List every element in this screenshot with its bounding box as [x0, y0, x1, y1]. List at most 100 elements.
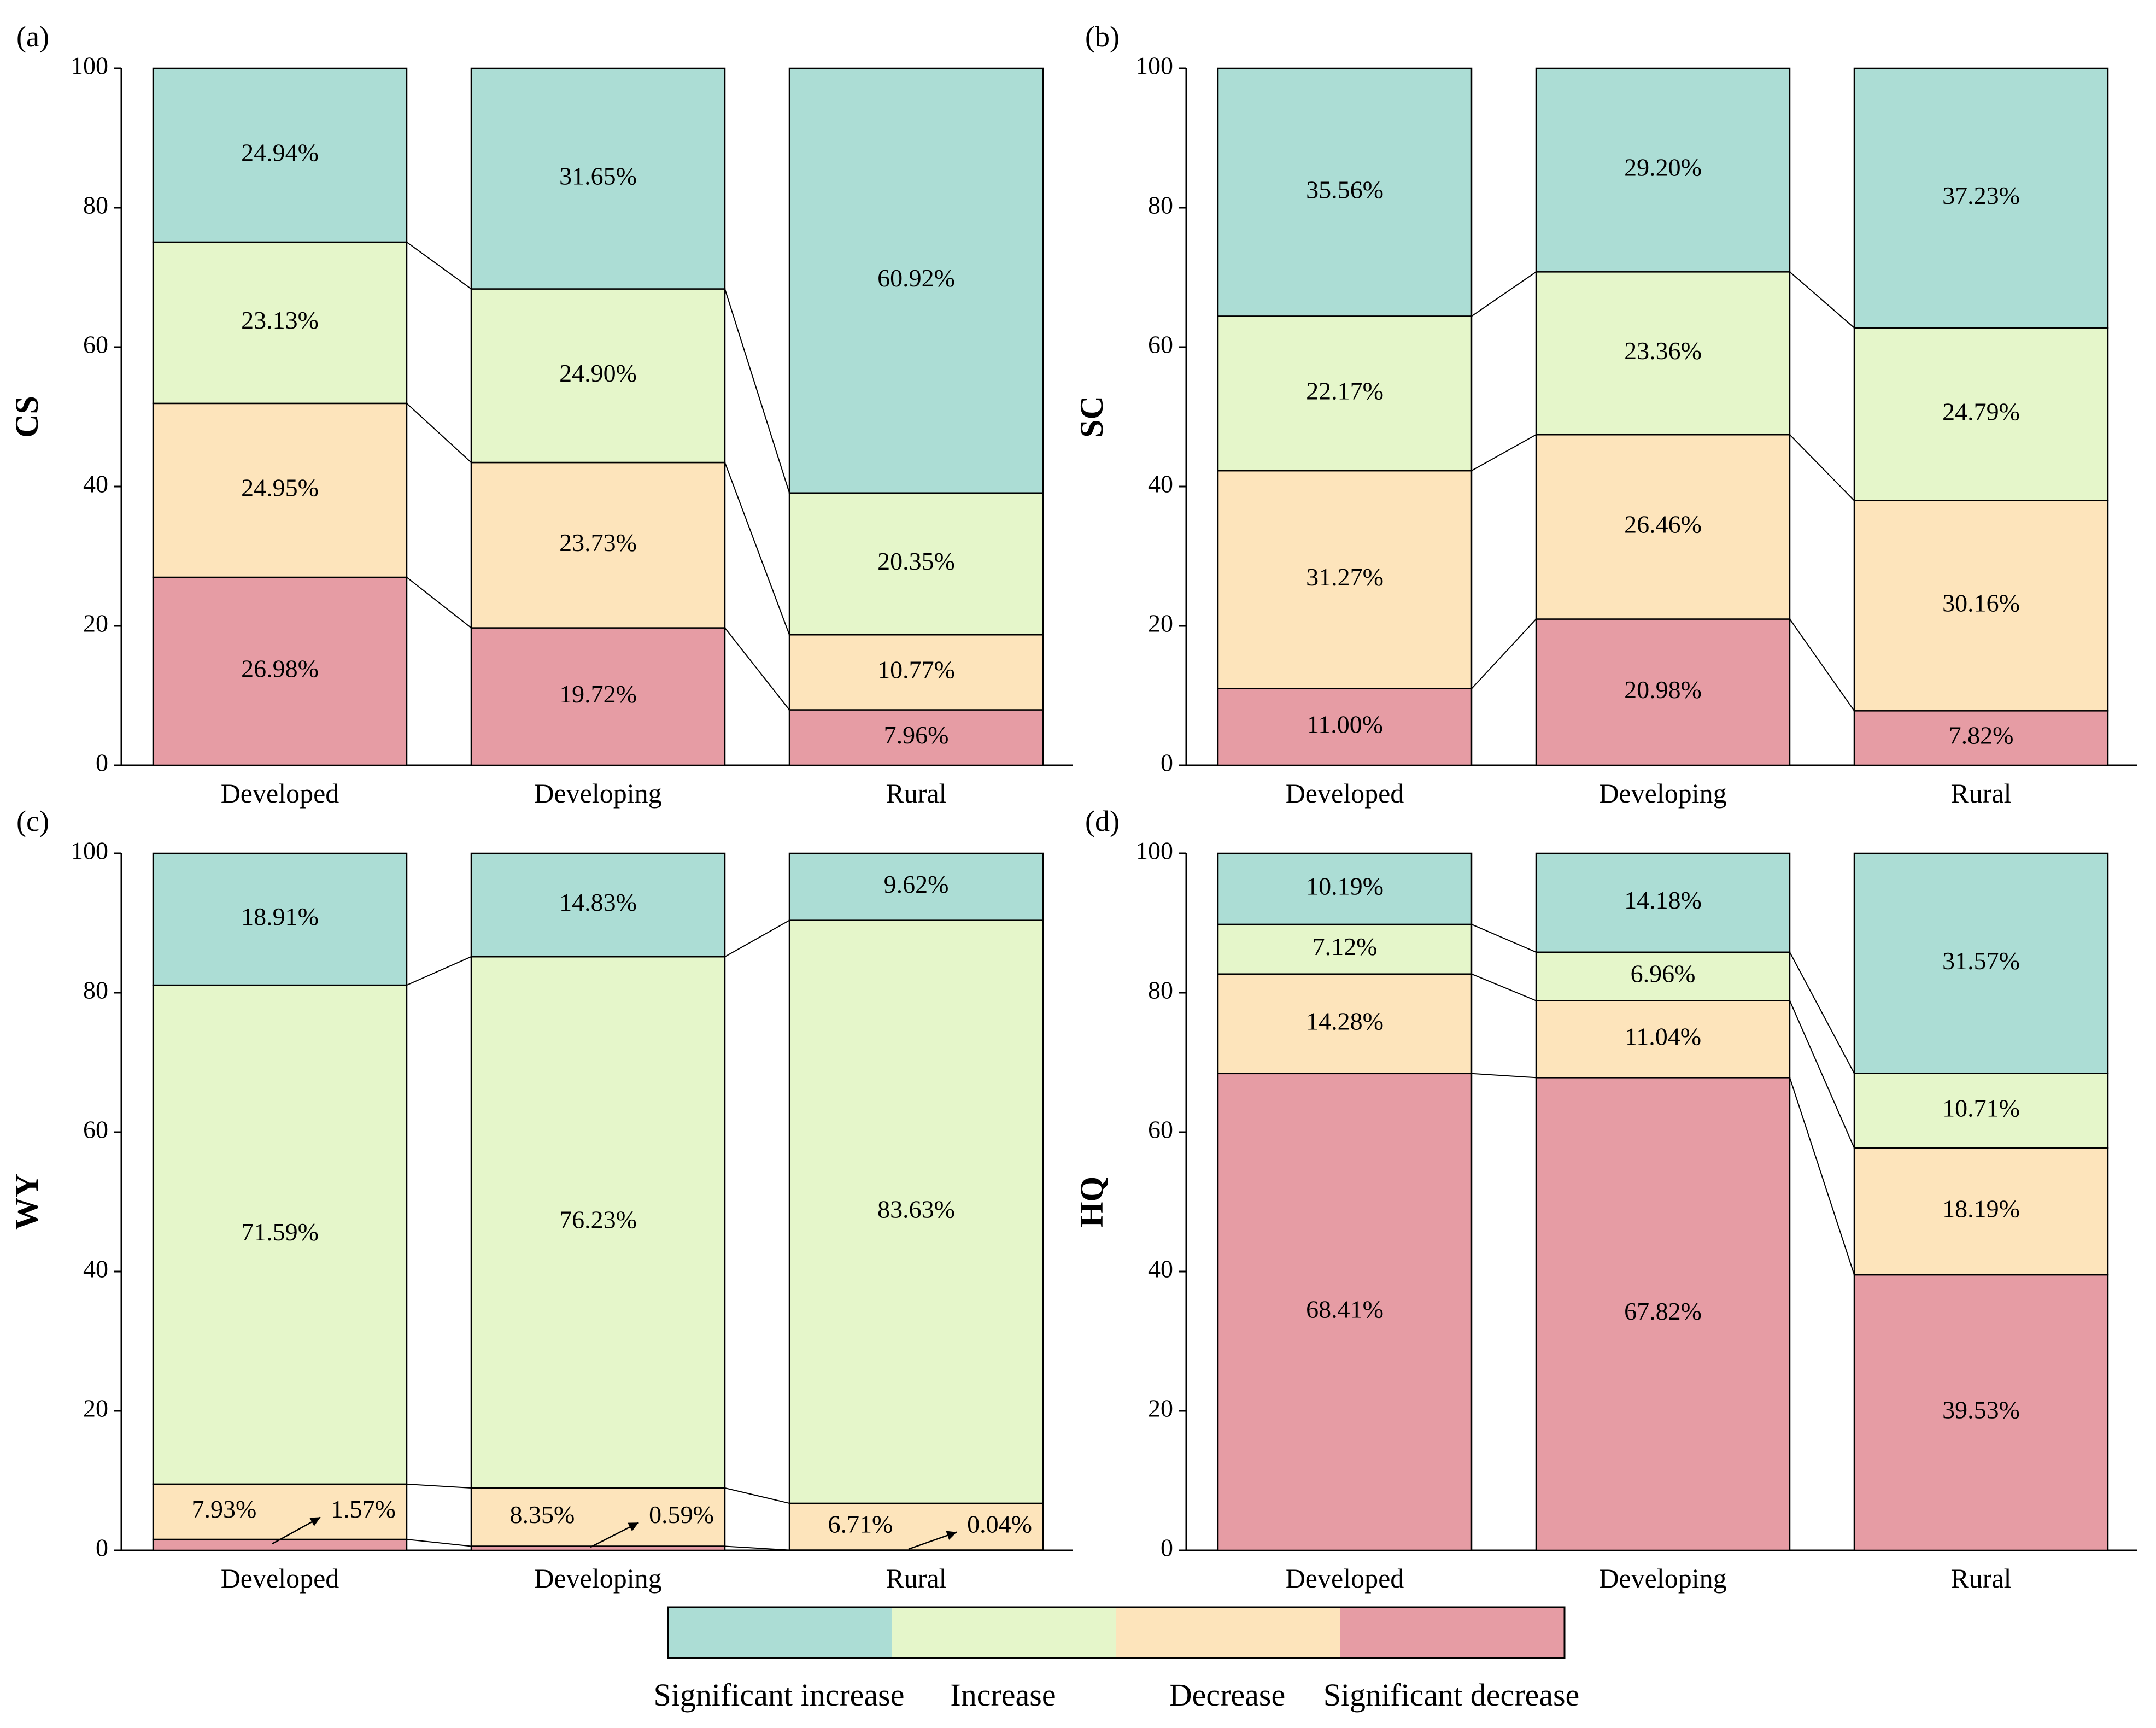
y-tick-label: 80 — [1148, 191, 1173, 219]
x-tick-label: Developed — [221, 1563, 339, 1594]
bar-segment-significant-increase — [470, 852, 726, 958]
connector-line — [1471, 1073, 1537, 1079]
label-arrow-head — [946, 1531, 957, 1540]
connector-line — [724, 462, 790, 635]
connector-line — [724, 289, 790, 494]
bar-segment-decrease — [788, 634, 1044, 711]
value-label: 26.46% — [1624, 510, 1702, 538]
bar-segment-decrease — [1535, 434, 1791, 620]
value-label: 35.56% — [1306, 175, 1384, 203]
connector-line — [1471, 618, 1537, 689]
bar-developing — [1535, 67, 1791, 766]
connector-line — [724, 627, 790, 711]
chart-panel-hq: (d) HQ 0 20 40 60 80 100 Developed Developing Rura… — [1074, 805, 2137, 1594]
value-label: 31.27% — [1306, 563, 1384, 591]
bar-segment-decrease — [1217, 973, 1473, 1075]
connector-line — [1471, 924, 1537, 953]
value-label: 8.35% — [510, 1501, 575, 1528]
value-label: 14.83% — [559, 888, 637, 916]
value-label: 23.73% — [559, 529, 637, 557]
bar-rural — [1853, 852, 2109, 1551]
value-label: 7.12% — [1313, 933, 1378, 960]
connector-line — [724, 1545, 790, 1551]
bar-segment-decrease — [1853, 1147, 2109, 1276]
bar-developed — [1217, 67, 1473, 766]
connector-line — [406, 1483, 472, 1489]
y-tick-label: 100 — [71, 52, 108, 80]
bar-segment-significant-increase — [1853, 852, 2109, 1074]
bar-segment-significant-increase — [788, 67, 1044, 494]
value-label: 18.91% — [241, 903, 319, 930]
chart-panel-wy: (c) WY 0 20 40 60 80 100 Developed Developing Rura… — [9, 805, 1073, 1594]
value-label: 10.77% — [877, 655, 955, 683]
y-axis-label: SC — [1074, 396, 1110, 438]
bar-segment-significant-increase — [152, 852, 408, 986]
bar-segment-significant-increase — [1535, 67, 1791, 273]
value-label: 26.98% — [241, 655, 319, 683]
value-label: 23.36% — [1624, 337, 1702, 365]
x-tick-label: Rural — [1950, 778, 2011, 809]
bar-developing — [1535, 852, 1791, 1551]
value-label: 60.92% — [877, 264, 955, 292]
value-label: 6.96% — [1631, 960, 1696, 988]
bar-segment-significant-decrease — [788, 709, 1044, 766]
value-label: 20.35% — [877, 547, 955, 575]
x-tick-label: Developed — [221, 778, 339, 809]
connector-line — [724, 1487, 790, 1504]
label-arrow-head — [628, 1522, 639, 1532]
connector-line — [1789, 1000, 1855, 1149]
bar-segment-decrease — [152, 402, 408, 578]
value-label: 14.28% — [1306, 1007, 1384, 1035]
value-label: 30.16% — [1942, 589, 2020, 617]
bar-segment-decrease — [152, 1483, 408, 1540]
y-tick-label: 40 — [1148, 470, 1173, 498]
value-label: 24.90% — [559, 359, 637, 387]
bar-segment-significant-decrease — [152, 576, 408, 766]
connector-line — [1789, 271, 1855, 329]
bar-segment-decrease — [1535, 1000, 1791, 1079]
bar-segment-increase — [788, 492, 1044, 636]
x-tick-label: Developed — [1286, 778, 1404, 809]
connector-line — [724, 919, 790, 957]
bar-segment-decrease — [470, 461, 726, 629]
legend-swatch-increase — [892, 1607, 1116, 1658]
panel-label: (d) — [1085, 805, 1120, 837]
value-label: 0.04% — [967, 1510, 1032, 1538]
bar-segment-significant-increase — [788, 852, 1044, 921]
connector-line — [406, 577, 472, 629]
y-tick-label: 60 — [83, 1116, 108, 1144]
connector-line — [406, 242, 472, 290]
x-tick-label: Rural — [1950, 1563, 2011, 1594]
y-tick-label: 0 — [1161, 749, 1173, 777]
connector-line — [406, 956, 472, 986]
legend-label-significant-decrease: Significant decrease — [1323, 1677, 1580, 1713]
bar-rural — [788, 852, 1044, 1551]
value-label: 83.63% — [877, 1195, 955, 1223]
legend: Significant increase Increase Decrease Sign… — [654, 1606, 1580, 1713]
value-label: 24.79% — [1942, 397, 2020, 425]
y-tick-label: 60 — [1148, 331, 1173, 359]
value-label: 7.82% — [1949, 722, 2014, 749]
y-tick-label: 0 — [1161, 1534, 1173, 1562]
bar-segment-significant-increase — [1217, 852, 1473, 925]
bar-segment-increase — [1853, 1073, 2109, 1149]
legend-swatch-significant-increase — [668, 1607, 892, 1658]
value-label: 7.96% — [884, 721, 949, 749]
value-label: 10.19% — [1306, 872, 1384, 900]
connector-line — [406, 403, 472, 463]
y-tick-label: 20 — [1148, 1395, 1173, 1422]
bar-segment-increase — [788, 919, 1044, 1504]
bar-segment-significant-increase — [1535, 852, 1791, 953]
x-tick-label: Rural — [886, 778, 946, 809]
bar-segment-decrease — [1217, 470, 1473, 689]
y-tick-label: 100 — [1135, 52, 1173, 80]
bar-segment-increase — [470, 956, 726, 1489]
value-label: 7.93% — [192, 1495, 257, 1523]
bar-developed — [152, 852, 408, 1551]
y-tick-label: 80 — [83, 976, 108, 1004]
connector-line — [1789, 434, 1855, 501]
bar-segment-decrease — [470, 1487, 726, 1547]
x-tick-label: Developing — [534, 1563, 661, 1594]
legend-swatch-decrease — [1116, 1607, 1340, 1658]
x-tick-label: Rural — [886, 1563, 946, 1594]
